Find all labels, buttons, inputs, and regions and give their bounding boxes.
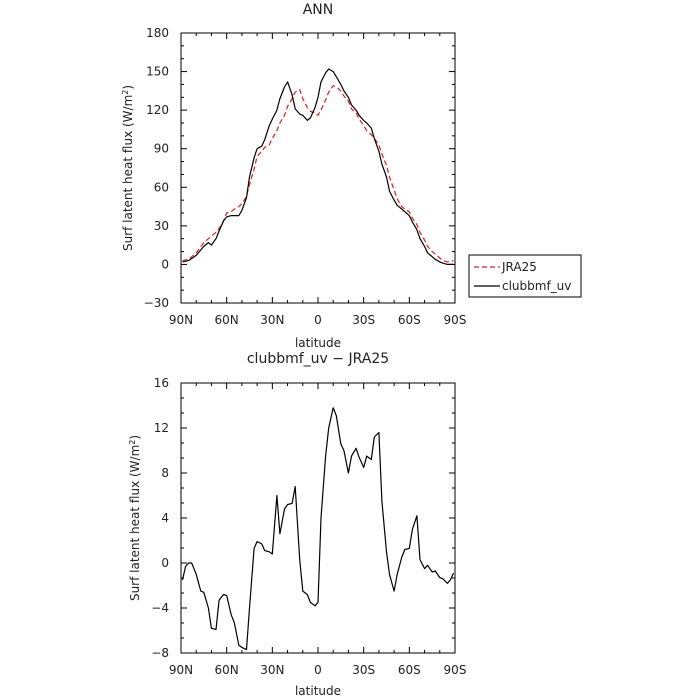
x-tick-label: 90S (444, 663, 467, 677)
y-tick-label: 180 (146, 26, 169, 40)
y-tick-label: 150 (146, 65, 169, 79)
bottom-chart: clubbmf_uv − JRA25 −8 −4 0 4 8 12 16 90N 60N 30N… (128, 351, 467, 698)
y-tick-label: −30 (144, 296, 169, 310)
y-tick-label: −8 (151, 646, 169, 660)
y-tick-label: 0 (161, 556, 169, 570)
series-line-jra25 (182, 85, 454, 263)
x-tick-label: 0 (314, 313, 322, 327)
x-tick-label: 90S (444, 313, 467, 327)
x-tick-label: 60N (215, 313, 239, 327)
y-tick-label: 8 (161, 466, 169, 480)
series-line-difference (181, 407, 455, 651)
top-chart-ylabel: Surf latent heat flux (W/m2) (121, 85, 136, 251)
y-tick-label: 16 (154, 376, 169, 390)
bottom-chart-ylabel: Surf latent heat flux (W/m2) (128, 435, 143, 601)
y-tick-label: 30 (154, 219, 169, 233)
top-chart: ANN −30 0 30 60 90 120 150 180 90N 60N 30N 0 30S 60S… (121, 2, 582, 350)
x-tick-label: 0 (314, 663, 322, 677)
y-tick-label: 90 (154, 142, 169, 156)
x-tick-label: 30S (352, 663, 375, 677)
series-line-clubbmf-uv (182, 68, 454, 265)
x-tick-label: 60S (398, 663, 421, 677)
y-tick-label: 120 (146, 103, 169, 117)
legend-box (468, 254, 582, 298)
y-tick-label: −4 (151, 601, 169, 615)
y-tick-label: 0 (161, 257, 169, 271)
y-tick-label: 60 (154, 180, 169, 194)
bottom-chart-frame (180, 382, 456, 654)
y-tick-label: 4 (161, 511, 169, 525)
top-chart-frame (180, 32, 456, 304)
top-chart-title: ANN (303, 2, 334, 18)
x-tick-label: 30N (260, 663, 284, 677)
x-tick-label: 60S (398, 313, 421, 327)
top-chart-xlabel: latitude (295, 336, 341, 350)
x-tick-label: 30N (260, 313, 284, 327)
bottom-chart-xlabel: latitude (295, 684, 341, 698)
legend-label-jra25: JRA25 (501, 260, 537, 274)
y-tick-label: 12 (154, 421, 169, 435)
x-tick-label: 30S (352, 313, 375, 327)
bottom-chart-title: clubbmf_uv − JRA25 (247, 351, 389, 367)
legend-label-clubbmf-uv: clubbmf_uv (502, 279, 571, 293)
x-tick-label: 90N (169, 313, 193, 327)
top-chart-legend: JRA25 clubbmf_uv (468, 254, 582, 298)
x-tick-label: 90N (169, 663, 193, 677)
x-tick-label: 60N (215, 663, 239, 677)
